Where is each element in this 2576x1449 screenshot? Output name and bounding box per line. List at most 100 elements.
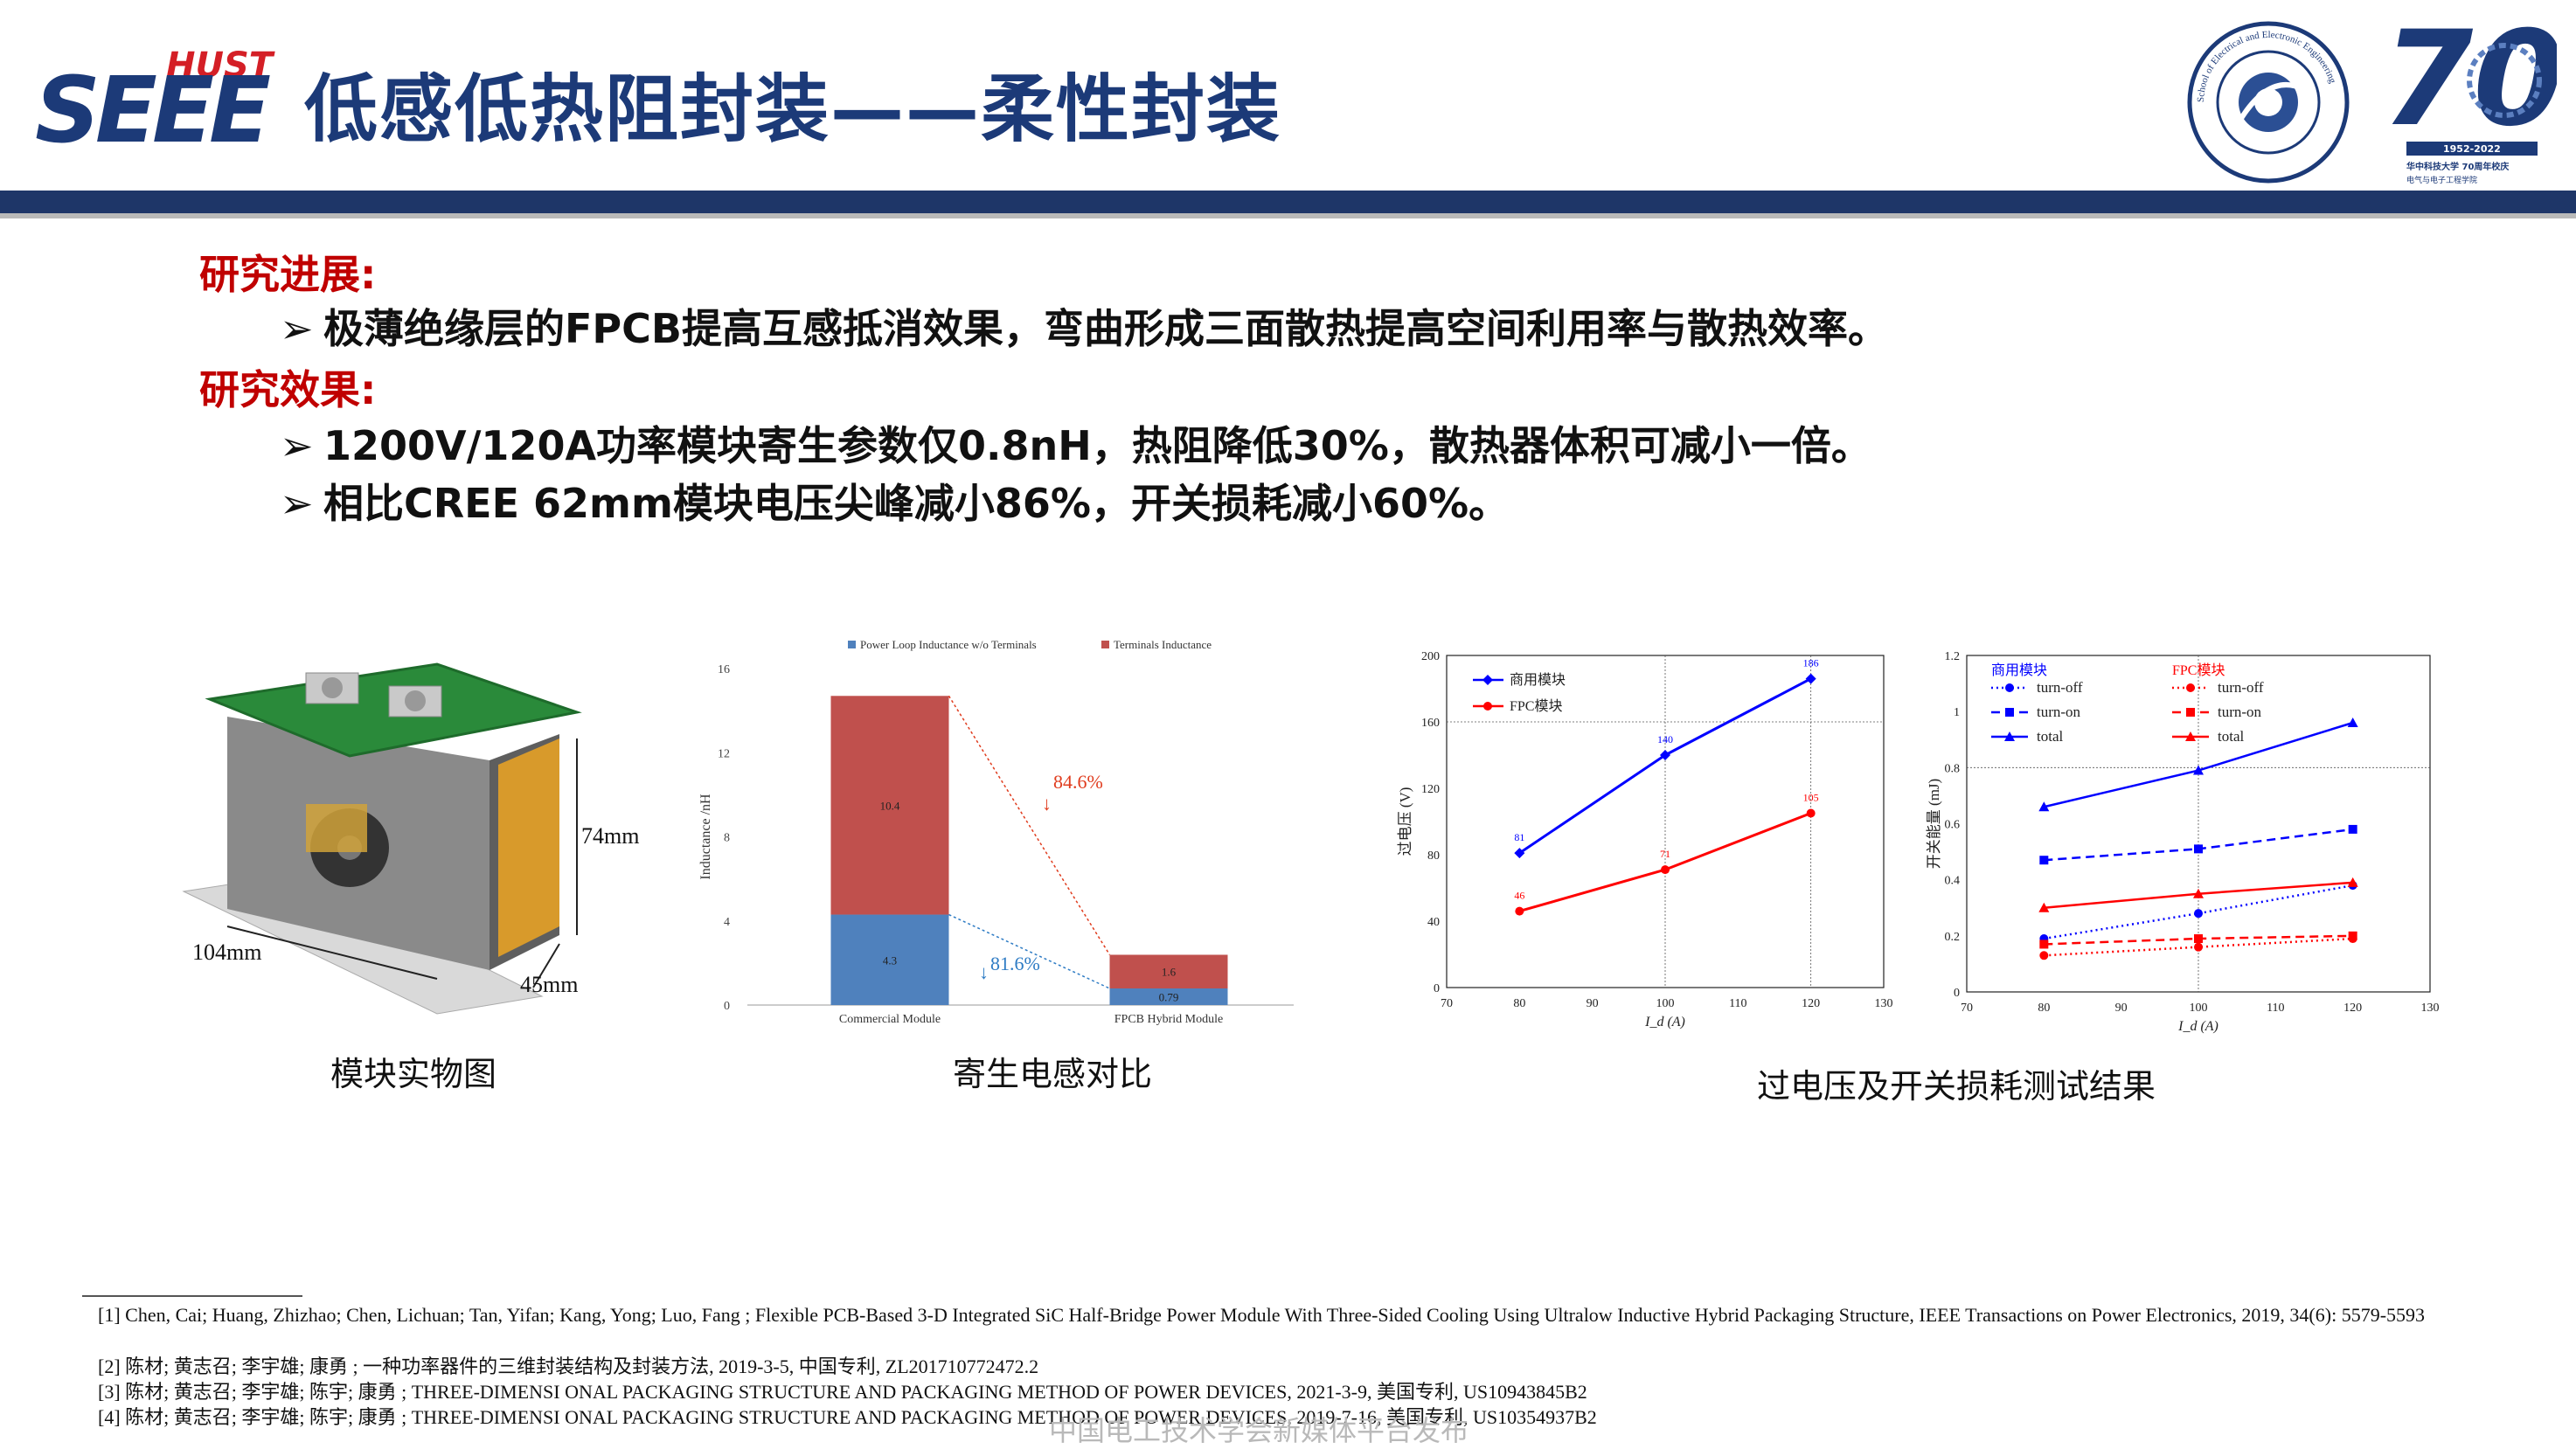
school-emblem: School of Electrical and Electronic Engi…: [2185, 19, 2351, 185]
anniversary-logo: 70 1952-2022 华中科技大学 70周年校庆 电气与电子工程学院: [2382, 3, 2565, 187]
legend-group-title: 商用模块: [1991, 662, 2047, 678]
data-point: [1661, 865, 1670, 875]
x-axis-label: I_d (A): [2177, 1019, 2218, 1034]
y-tick-label: 1: [1954, 706, 1960, 719]
y-axis-label: Inductance /nH: [698, 794, 713, 880]
section-effect-title: 研究效果:: [199, 366, 377, 413]
legend-label: turn-on: [2037, 704, 2081, 720]
x-tick-label: 80: [1513, 997, 1525, 1010]
x-tick-label: 130: [2421, 1002, 2440, 1015]
reduction-line-total: [948, 695, 1111, 955]
y-tick-label: 4: [724, 916, 730, 929]
x-tick-label: 90: [2115, 1002, 2128, 1015]
bar-value-label: 0.79: [1159, 990, 1179, 1003]
arrow-down-icon: ↓: [1042, 793, 1052, 815]
x-tick-label: Commercial Module: [839, 1013, 941, 1026]
bar-segment: [830, 914, 949, 1005]
data-point: [2193, 765, 2204, 775]
legend-marker: [2186, 683, 2195, 692]
section-progress-title: 研究进展:: [199, 251, 377, 298]
legend-label: Power Loop Inductance w/o Terminals: [860, 638, 1037, 651]
anniversary-sub: 电气与电子工程学院: [2406, 175, 2477, 185]
x-tick-label: 70: [1961, 1002, 1973, 1015]
data-point: [2039, 939, 2049, 949]
overvoltage-chart: 0 40 80 120 160 200 70 80 90 100 110 120 130 I_d (A) 过…: [1397, 650, 1893, 1030]
legend-label: FPC模块: [1510, 698, 1562, 714]
y-tick-label: 0: [1434, 982, 1440, 995]
inductance-chart: 0 4 8 12 16 Inductance /nH Power Loop Inductan…: [698, 638, 1294, 1026]
y-tick-label: 16: [718, 663, 730, 676]
data-point: [2038, 801, 2050, 812]
switching-loss-chart: 0 0.2 0.4 0.6 0.8 1 1.2 70 80 90 100 110 120 130 I_d (…: [1926, 650, 2440, 1034]
y-tick-label: 0.2: [1945, 931, 1961, 944]
header-band: [0, 191, 2576, 213]
anniversary-years: 1952-2022: [2443, 143, 2501, 155]
data-point: [2038, 902, 2050, 912]
x-tick-label: 110: [2267, 1002, 2284, 1015]
y-tick-label: 0.8: [1945, 762, 1961, 775]
y-tick-label: 200: [1421, 650, 1440, 663]
legend-label: turn-off: [2218, 679, 2264, 696]
y-tick-label: 160: [1421, 717, 1440, 730]
legend-label: turn-on: [2218, 704, 2262, 720]
y-tick-label: 12: [718, 747, 730, 760]
reduction-line-loop: [948, 913, 1110, 989]
legend-group-title: FPC模块: [2172, 662, 2225, 678]
bullet-progress-1: ➢ 极薄绝缘层的FPCB提高互感抵消效果，弯曲形成三面散热提高空间利用率与散热效率…: [280, 297, 1888, 355]
y-tick-label: 8: [724, 832, 730, 845]
x-tick-label: 90: [1587, 997, 1599, 1010]
y-tick-label: 0: [724, 1000, 730, 1013]
bar-value-label: 10.4: [880, 799, 900, 812]
logo-seee-text: SEEE: [35, 57, 270, 150]
data-label: 140: [1657, 733, 1673, 745]
logo-hust-text: HUST: [166, 45, 275, 86]
legend-label: total: [2218, 728, 2244, 745]
seee-logo: HUST SEEE: [35, 45, 288, 163]
legend-marker: [1483, 702, 1492, 711]
watermark: 中国电工技术学会新媒体平台发布: [1049, 1414, 1469, 1447]
photo-caption: 模块实物图: [330, 1055, 497, 1093]
x-tick-label: 80: [2038, 1002, 2050, 1015]
dim-length-label: 104mm: [192, 939, 261, 965]
legend-marker: [1482, 675, 1493, 685]
legend-marker: [2005, 708, 2014, 717]
data-label: 46: [1514, 890, 1524, 902]
arrow-bullet-icon: ➢: [280, 305, 314, 352]
test-caption: 过电压及开关损耗测试结果: [1757, 1067, 2156, 1106]
data-label: 81: [1514, 831, 1524, 843]
legend-swatch: [1101, 641, 1109, 648]
bar-value-label: 4.3: [883, 953, 897, 967]
data-point: [1514, 848, 1525, 859]
legend-swatch: [848, 641, 856, 648]
legend-marker: [2185, 731, 2196, 741]
legend-label: total: [2037, 728, 2063, 745]
reference-1: [1] Chen, Cai; Huang, Zhizhao; Chen, Lic…: [98, 1304, 2426, 1326]
bullet-text: 极薄绝缘层的FPCB提高互感抵消效果，弯曲形成三面散热提高空间利用率与散热效率。: [323, 305, 1888, 352]
legend-marker: [2005, 683, 2014, 692]
header-band-shadow: [0, 213, 2576, 218]
data-point: [1515, 906, 1524, 916]
legend-label: Terminals Inductance: [1114, 638, 1212, 651]
reference-3: [3] 陈材; 黄志召; 李宇雄; 陈宇; 康勇 ; THREE-DIMENSI…: [98, 1381, 1587, 1403]
legend-marker: [2186, 708, 2195, 717]
data-point: [1806, 808, 1816, 818]
arrow-bullet-icon: ➢: [280, 480, 314, 527]
bullet-effect-1: ➢ 1200V/120A功率模块寄生参数仅0.8nH，热阻降低30%，散热器体积可…: [280, 414, 1871, 472]
x-tick-label: 100: [2190, 1002, 2208, 1015]
y-tick-label: 120: [1421, 783, 1440, 796]
x-tick-label: 70: [1441, 997, 1453, 1010]
x-tick-label: 110: [1729, 997, 1746, 1010]
data-point: [2347, 718, 2358, 727]
swirl-icon: [2467, 43, 2542, 118]
data-point: [1660, 750, 1670, 760]
x-axis-label: I_d (A): [1644, 1015, 1685, 1030]
anniversary-number: 70: [2382, 12, 2557, 156]
data-label: 71: [1660, 848, 1670, 860]
data-point: [2194, 942, 2203, 952]
x-tick-label: 120: [2343, 1002, 2362, 1015]
data-point: [2348, 824, 2357, 834]
annotation-label: 84.6%: [1053, 771, 1103, 793]
bar-segment: [830, 696, 949, 915]
arrow-bullet-icon: ➢: [280, 422, 314, 469]
data-point: [2194, 934, 2203, 944]
